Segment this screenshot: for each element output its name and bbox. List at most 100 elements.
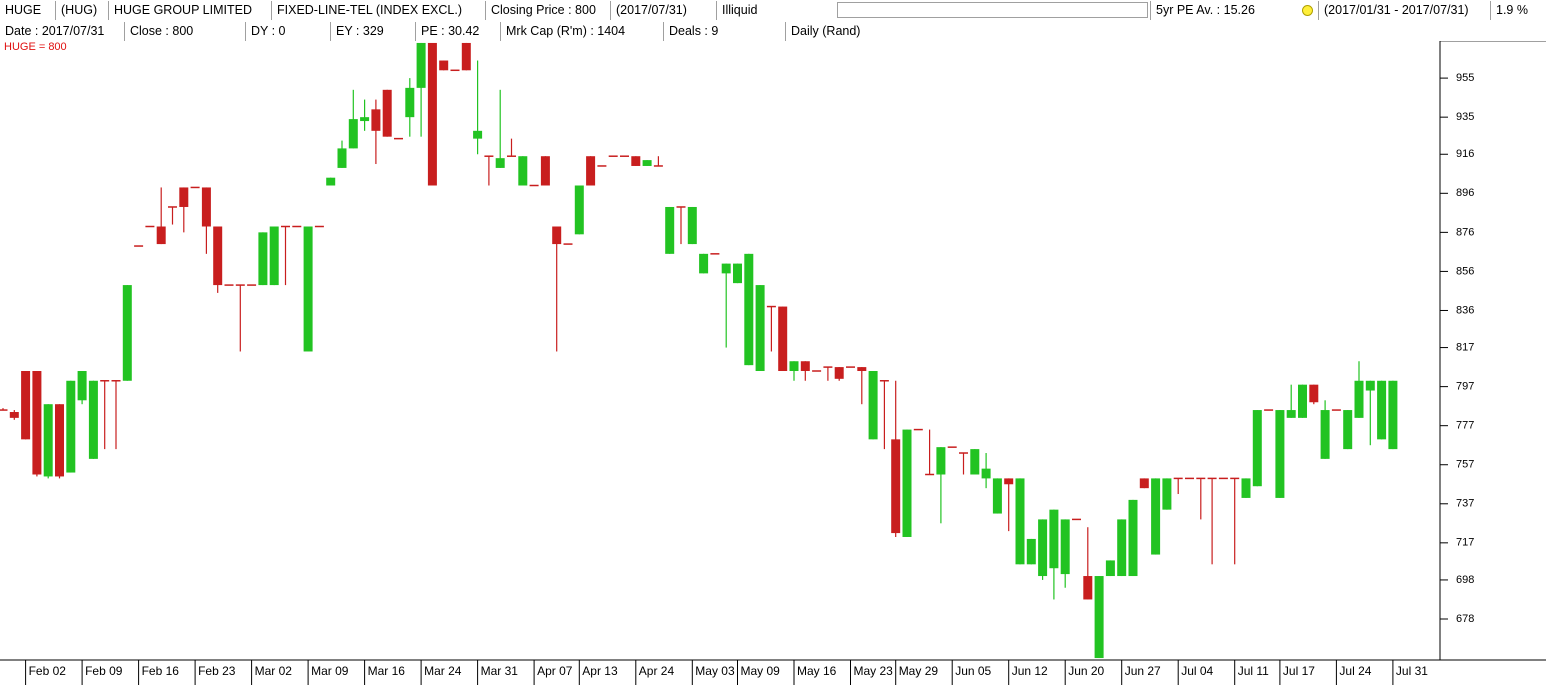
candle-body: [1388, 380, 1398, 450]
y-tick-label: 896: [1456, 187, 1474, 199]
candle-body: [1343, 410, 1353, 450]
candle-body: [665, 206, 675, 254]
candle-body: [1286, 410, 1296, 418]
y-tick-label: 737: [1456, 498, 1474, 510]
candle-body: [1354, 380, 1364, 418]
status-icon: [1302, 5, 1313, 16]
candle-body: [518, 156, 528, 186]
candle-body: [834, 367, 844, 379]
info-field: FIXED-LINE-TEL (INDEX EXCL.): [271, 1, 485, 20]
x-tick-label: Mar 24: [424, 664, 462, 678]
candle-body: [631, 156, 641, 166]
y-tick-label: 935: [1456, 111, 1474, 123]
candle-body: [1275, 410, 1285, 498]
info-field: Close : 800: [124, 22, 245, 41]
x-tick-label: Jul 17: [1283, 664, 1315, 678]
y-tick-label: 856: [1456, 265, 1474, 277]
candle-body: [461, 42, 471, 71]
candle-body: [179, 187, 189, 207]
candle-body: [981, 468, 991, 479]
candle-body: [755, 285, 765, 372]
info-field: 1.9 %: [1490, 1, 1546, 20]
candle-body: [733, 263, 742, 284]
x-tick-label: Mar 09: [311, 664, 349, 678]
x-tick-label: Jun 20: [1068, 664, 1104, 678]
plot-area: [0, 41, 1440, 660]
x-tick-label: May 03: [695, 664, 735, 678]
candle-body: [156, 226, 166, 245]
candle-body: [473, 130, 483, 139]
candle-body: [371, 109, 381, 131]
x-tick-label: Jul 31: [1396, 664, 1428, 678]
info-field: Date : 2017/07/31: [5, 24, 105, 38]
candle-body: [1139, 478, 1149, 489]
info-field: EY : 329: [330, 22, 415, 41]
x-tick-label: Mar 02: [255, 664, 293, 678]
candle-body: [382, 89, 392, 137]
candle-body: [269, 226, 279, 286]
candle-body: [1252, 410, 1262, 487]
y-tick-label: 698: [1456, 574, 1474, 586]
candle-body: [66, 380, 76, 473]
info-field: (HUG): [55, 1, 108, 20]
x-tick-label: Mar 16: [368, 664, 406, 678]
y-tick-label: 955: [1456, 72, 1474, 84]
info-field: HUGE GROUP LIMITED: [108, 1, 271, 20]
candle-body: [348, 119, 358, 149]
candle-body: [360, 117, 370, 122]
x-tick-label: Feb 02: [29, 664, 67, 678]
candle-body: [1038, 519, 1048, 577]
candle-body: [77, 371, 87, 401]
y-tick-label: 817: [1456, 341, 1474, 353]
candle-body: [43, 404, 53, 477]
x-tick-label: Feb 09: [85, 664, 123, 678]
candle-body: [21, 371, 31, 440]
candle-body: [495, 158, 505, 168]
y-tick-label: 757: [1456, 459, 1474, 471]
candle-body: [642, 160, 652, 166]
candle-body: [789, 361, 799, 372]
info-field: Closing Price : 800: [485, 1, 610, 20]
candle-body: [778, 306, 788, 372]
candle-body: [868, 371, 878, 440]
candle-body: [936, 447, 946, 475]
candle-body: [1060, 519, 1070, 575]
candle-body: [427, 42, 437, 186]
legend-label: HUGE = 800: [4, 41, 67, 53]
x-tick-label: May 29: [899, 664, 939, 678]
x-tick-label: May 16: [797, 664, 837, 678]
y-tick-label: 678: [1456, 613, 1474, 625]
candle-body: [405, 87, 415, 118]
info-field: Mrk Cap (R'm) : 1404: [500, 22, 663, 41]
candle-body: [32, 371, 42, 475]
candle-body: [1004, 478, 1014, 485]
candle-body: [1151, 478, 1161, 555]
x-tick-label: Jun 05: [955, 664, 991, 678]
candle-body: [88, 380, 98, 459]
info-field: HUGE: [5, 3, 42, 17]
candle-body: [1365, 380, 1375, 391]
candle-body: [1015, 478, 1025, 565]
candle-body: [416, 42, 426, 88]
candle-body: [326, 177, 336, 186]
candle-body: [540, 156, 550, 186]
x-tick-label: Feb 23: [198, 664, 236, 678]
candle-body: [902, 429, 912, 537]
candle-body: [1320, 410, 1330, 459]
candle-body: [1241, 478, 1251, 498]
candle-body: [1377, 380, 1387, 440]
candle-body: [1105, 560, 1115, 577]
candle-body: [687, 206, 697, 245]
info-field: PE : 30.42: [415, 22, 500, 41]
y-tick-label: 836: [1456, 304, 1474, 316]
candle-body: [744, 253, 754, 366]
candle-body: [1083, 576, 1093, 600]
candle-body: [337, 148, 347, 168]
x-tick-label: Feb 16: [142, 664, 180, 678]
info-field: (2017/01/31 - 2017/07/31): [1318, 1, 1490, 20]
candle-body: [258, 232, 268, 286]
candle-body: [201, 187, 211, 227]
candle-body: [1298, 384, 1307, 418]
